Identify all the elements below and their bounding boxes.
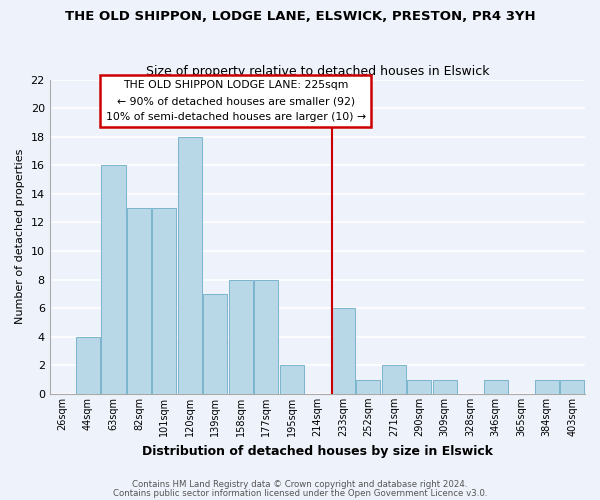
Bar (229, 280, 253, 394)
Bar (331, 308, 355, 394)
Bar (560, 380, 584, 394)
Text: THE OLD SHIPPON LODGE LANE: 225sqm
← 90% of detached houses are smaller (92)
10%: THE OLD SHIPPON LODGE LANE: 225sqm ← 90%… (106, 80, 366, 122)
Bar (280, 366, 304, 394)
Title: Size of property relative to detached houses in Elswick: Size of property relative to detached ho… (146, 66, 489, 78)
Bar (127, 208, 151, 394)
Bar (356, 380, 380, 394)
Bar (407, 380, 431, 394)
Bar (178, 137, 202, 394)
Bar (152, 208, 176, 394)
Bar (382, 366, 406, 394)
X-axis label: Distribution of detached houses by size in Elswick: Distribution of detached houses by size … (142, 444, 493, 458)
Bar (76, 337, 100, 394)
Y-axis label: Number of detached properties: Number of detached properties (15, 149, 25, 324)
Bar (484, 380, 508, 394)
Bar (203, 294, 227, 394)
Bar (433, 380, 457, 394)
Text: Contains HM Land Registry data © Crown copyright and database right 2024.: Contains HM Land Registry data © Crown c… (132, 480, 468, 489)
Text: THE OLD SHIPPON, LODGE LANE, ELSWICK, PRESTON, PR4 3YH: THE OLD SHIPPON, LODGE LANE, ELSWICK, PR… (65, 10, 535, 23)
Bar (535, 380, 559, 394)
Text: Contains public sector information licensed under the Open Government Licence v3: Contains public sector information licen… (113, 489, 487, 498)
Bar (254, 280, 278, 394)
Bar (101, 166, 125, 394)
